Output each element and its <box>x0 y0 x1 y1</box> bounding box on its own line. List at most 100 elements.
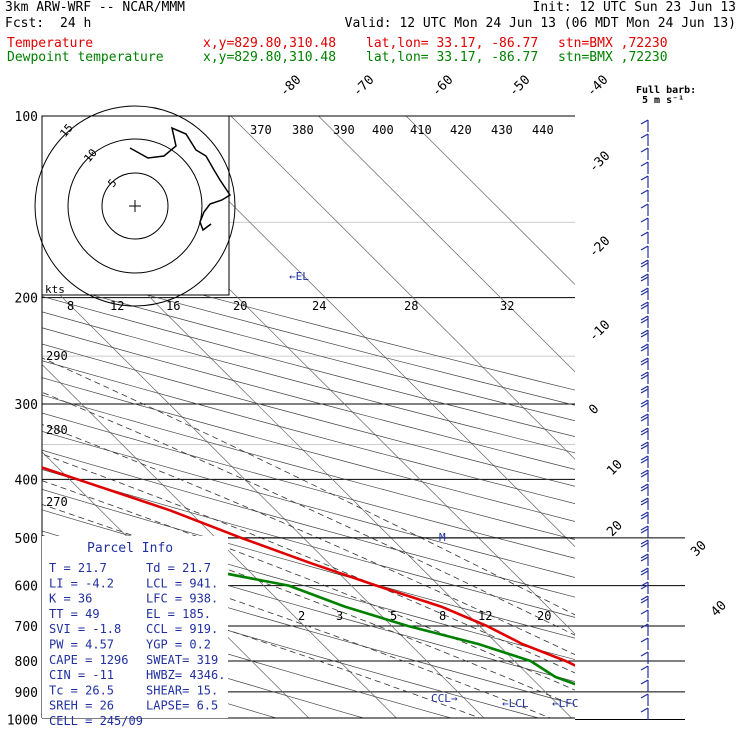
wind-barb-flag <box>640 360 649 366</box>
pressure-tick-label: 1000 <box>7 714 38 729</box>
theta-label: 280 <box>46 423 68 437</box>
wind-barb-flag <box>640 486 649 492</box>
parcel-info-right: SWEAT= 319 <box>146 653 218 667</box>
wind-barb-flag <box>640 693 649 699</box>
wind-barb-flag <box>640 500 649 506</box>
lcl-marker: ←LCL <box>502 697 529 710</box>
dry-adiabat-line <box>42 280 575 422</box>
wind-barb-flag <box>640 623 649 629</box>
wind-barb-flag <box>640 651 649 657</box>
parcel-info-right: EL = 185. <box>146 607 211 621</box>
wind-barb-flag <box>640 570 649 576</box>
wind-barb-flag <box>640 581 649 587</box>
dry-adiabat-line <box>42 597 453 718</box>
parcel-info-left: LI = -4.2 <box>49 576 114 590</box>
wind-barb-flag <box>640 598 649 604</box>
theta-label: 390 <box>333 123 355 137</box>
dry-adiabat-line <box>42 265 575 406</box>
parcel-info-left: K = 36 <box>49 592 92 606</box>
init-time: Init: 12 UTC Sun 23 Jun 13 <box>532 0 737 15</box>
mixing-ratio-label: 5 <box>390 609 397 623</box>
mixing-ratio-label: 3 <box>336 609 343 623</box>
wind-barb-flag <box>640 276 649 282</box>
wind-barb-flag <box>640 329 649 335</box>
wind-barb-flag <box>640 133 649 139</box>
wind-barb-flag <box>640 707 649 713</box>
parcel-info-right: Td = 21.7 <box>146 561 211 575</box>
wind-barb-flag <box>640 119 649 125</box>
wind-barb-flag <box>640 290 649 296</box>
temp-legend-latlon: lat,lon= 33.17, -86.77 <box>366 36 539 51</box>
fcst-value: 24 h <box>60 16 92 31</box>
parcel-info-box <box>42 536 228 718</box>
wind-barb-flag <box>640 528 649 534</box>
wind-barb-flag <box>640 147 649 153</box>
moist-adiabat-line <box>42 424 575 656</box>
isotherm-label: -40 <box>584 73 611 100</box>
theta-label: 420 <box>450 123 472 137</box>
parcel-info-left: TT = 49 <box>49 607 100 621</box>
wind-barb-flag <box>640 203 649 209</box>
temp-legend-stn: stn=BMX ,72230 <box>558 36 668 51</box>
moist-adiabat-line <box>42 504 575 707</box>
isotherm-label: -50 <box>506 73 533 100</box>
lfc-marker: ←LFC <box>552 697 579 710</box>
dry-adiabat-line <box>42 509 575 660</box>
hodograph-speed-label: kts <box>45 283 65 296</box>
parcel-info-right: YGP = 0.2 <box>146 638 211 652</box>
theta-label: 290 <box>46 349 68 363</box>
dew-legend-name: Dewpoint temperature <box>7 50 164 65</box>
wind-speed-label: 8 <box>67 299 74 313</box>
pressure-tick-label: 400 <box>15 473 38 488</box>
isotherm-label: 30 <box>688 538 710 560</box>
parcel-info-left: SVI = -1.8 <box>49 622 121 636</box>
dry-adiabat-line <box>42 449 575 598</box>
wind-barb-flag <box>640 458 649 464</box>
wind-barb-flag <box>640 273 649 279</box>
wind-barb-flag <box>640 399 649 405</box>
wind-barb-flag <box>640 542 649 548</box>
pressure-tick-label: 700 <box>15 620 38 635</box>
isotherm-label: -60 <box>429 73 456 100</box>
wind-barb-flag <box>640 556 649 562</box>
theta-label: 380 <box>292 123 314 137</box>
wind-barb-flag <box>640 609 649 615</box>
wind-barb-flag <box>640 388 649 394</box>
isotherm-line <box>42 363 397 718</box>
isotherm-label: -80 <box>277 73 304 100</box>
wind-barb-flag <box>640 259 649 265</box>
dew-legend-xy: x,y=829.80,310.48 <box>203 50 337 65</box>
parcel-info-left: CAPE = 1296 <box>49 653 128 667</box>
temperature-profile-line <box>42 466 575 667</box>
parcel-info-title: Parcel Info <box>87 541 173 556</box>
barb-legend-units: 5 m s⁻¹ <box>642 95 684 106</box>
wind-speed-label: 16 <box>166 299 180 313</box>
m-marker: M <box>439 531 446 544</box>
hodograph-ring <box>101 172 169 240</box>
wind-barb-flag <box>640 444 649 450</box>
wind-barb-flag <box>640 175 649 181</box>
wind-speed-label: 28 <box>404 299 418 313</box>
parcel-info-right: SHEAR= 15. <box>146 683 218 697</box>
dry-adiabat-line <box>42 251 575 391</box>
hodograph-ring <box>34 105 236 307</box>
el-marker: ←EL <box>289 270 309 283</box>
dry-adiabat-line <box>42 621 365 718</box>
wind-barb-flag <box>640 287 649 293</box>
wind-barb-flag <box>640 595 649 601</box>
isotherm-line <box>230 116 575 460</box>
parcel-info-right: CCL = 919. <box>146 622 218 636</box>
isotherm-label: 40 <box>708 598 730 620</box>
model-title: 3km ARW-WRF -- NCAR/MMM <box>5 0 186 15</box>
pressure-tick-label: 100 <box>15 110 38 125</box>
wind-barb-flag <box>640 161 649 167</box>
wind-barb-flag <box>640 430 649 436</box>
parcel-info-left: T = 21.7 <box>49 561 107 575</box>
wind-barb-flag <box>640 441 649 447</box>
wind-barb-flag <box>640 469 649 475</box>
wind-barb-flag <box>640 637 649 643</box>
wind-barb-flag <box>640 416 649 422</box>
wind-barb-flag <box>640 217 649 223</box>
parcel-info-left: CELL = 245/09 <box>49 714 143 728</box>
